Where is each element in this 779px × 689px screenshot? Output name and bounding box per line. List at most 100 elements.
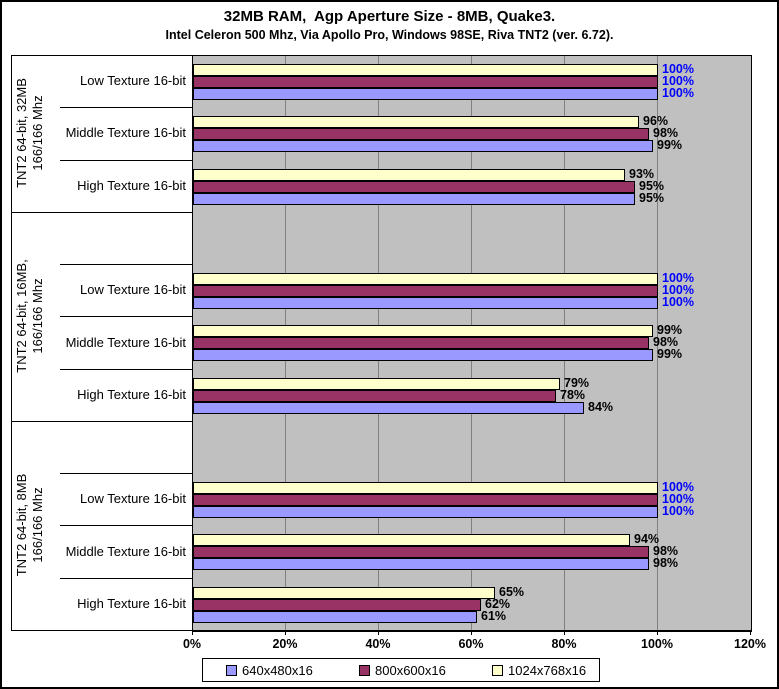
category-label: Middle Texture 16-bit — [65, 543, 186, 559]
axis-tick — [378, 631, 379, 635]
bar-value-label: 84% — [588, 399, 614, 414]
bar-value-label: 100% — [662, 62, 694, 76]
bar-800x600x16 — [193, 598, 481, 611]
group-label: TNT2 64-bit, 32MB 166/166 Mhz — [14, 78, 45, 189]
legend-swatch-640x480-icon — [226, 664, 237, 676]
legend-swatch-1024x768-icon — [492, 664, 503, 676]
bar-1024x768x16 — [193, 325, 653, 338]
bar-value-label: 98% — [653, 544, 679, 559]
bar-800x600x16 — [193, 494, 658, 507]
legend-item: 640x480x16 — [226, 663, 336, 678]
bar-value-label: 79% — [564, 375, 590, 390]
bar-640x480x16 — [193, 88, 658, 100]
legend-label: 800x600x16 — [375, 662, 446, 678]
bar-640x480x16 — [193, 401, 584, 414]
bar-640x480x16 — [193, 140, 653, 153]
bar-value-label: 96% — [643, 114, 669, 129]
bar-value-label: 62% — [485, 596, 511, 611]
bar-value-label: 100% — [662, 492, 694, 507]
bar-1024x768x16 — [193, 64, 658, 76]
bar-value-label: 100% — [662, 283, 694, 298]
bar-value-label: 95% — [639, 178, 665, 193]
category-label: Middle Texture 16-bit — [65, 125, 186, 141]
category-label: High Texture 16-bit — [77, 386, 186, 402]
bar-800x600x16 — [193, 180, 635, 193]
bar-800x600x16 — [193, 389, 556, 402]
category-label: High Texture 16-bit — [77, 177, 186, 193]
legend-swatch-800x600-icon — [359, 664, 370, 676]
bar-1024x768x16 — [193, 116, 639, 129]
category-separator-line — [60, 525, 192, 527]
legend-item: 800x600x16 — [359, 663, 469, 678]
bar-value-label: 98% — [653, 556, 679, 571]
category-label: Low Texture 16-bit — [80, 282, 186, 298]
bar-value-label: 100% — [662, 74, 694, 88]
category-separator-line — [60, 107, 192, 109]
axis-tick — [192, 631, 193, 635]
x-axis-line — [11, 630, 751, 631]
bar-value-label: 100% — [662, 86, 694, 100]
bar-value-label: 93% — [629, 166, 655, 181]
bar-value-label: 94% — [634, 532, 660, 547]
bar-value-label: 99% — [657, 347, 683, 362]
axis-tick — [657, 631, 658, 635]
bar-800x600x16 — [193, 128, 649, 141]
bar-value-label: 99% — [657, 138, 683, 153]
axis-tick-label: 100% — [641, 637, 673, 651]
axis-tick — [471, 631, 472, 635]
bar-640x480x16 — [193, 506, 658, 519]
bar-800x600x16 — [193, 337, 649, 350]
bar-value-label: 100% — [662, 504, 694, 519]
bar-640x480x16 — [193, 349, 653, 362]
bar-value-label: 98% — [653, 126, 679, 141]
axis-tick — [564, 631, 565, 635]
axis-tick — [750, 631, 751, 635]
group-boundary-line — [11, 420, 192, 422]
bar-value-label: 100% — [662, 480, 694, 495]
legend-item: 1024x768x16 — [492, 663, 602, 678]
axis-tick-label: 20% — [272, 637, 298, 651]
bar-1024x768x16 — [193, 534, 630, 547]
category-separator-line — [60, 316, 192, 318]
bar-value-label: 100% — [662, 295, 694, 310]
chart-title: 32MB RAM, Agp Aperture Size - 8MB, Quake… — [223, 8, 556, 25]
legend: 640x480x16 800x600x16 1024x768x16 — [202, 658, 600, 682]
axis-tick-label: 60% — [458, 637, 484, 651]
chart-subtitle: Intel Celeron 500 Mhz, Via Apollo Pro, W… — [165, 28, 614, 42]
bar-value-label: 98% — [653, 335, 679, 350]
axis-tick — [285, 631, 286, 635]
legend-label: 640x480x16 — [242, 662, 313, 678]
bar-1024x768x16 — [193, 586, 495, 599]
bar-value-label: 100% — [662, 271, 694, 286]
bar-value-label: 61% — [481, 608, 507, 623]
legend-label: 1024x768x16 — [508, 662, 587, 678]
bar-640x480x16 — [193, 192, 635, 205]
plot-area: 100% 100% 100% 96% 98% 99% 93% 95% 95% 100% 100% 10… — [192, 55, 752, 632]
bar-640x480x16 — [193, 610, 477, 623]
group-boundary-line — [11, 211, 192, 213]
group-boundary-line — [11, 55, 192, 56]
bar-value-label: 95% — [639, 190, 665, 205]
bar-value-label: 78% — [560, 387, 586, 402]
group-label: TNT2 64-bit, 8MB 166/166 Mhz — [14, 474, 45, 577]
axis-tick-label: 120% — [734, 637, 766, 651]
bar-1024x768x16 — [193, 273, 658, 286]
bar-1024x768x16 — [193, 168, 625, 181]
bar-1024x768x16 — [193, 377, 560, 390]
bar-800x600x16 — [193, 76, 658, 88]
bar-800x600x16 — [193, 546, 649, 559]
gridline — [657, 56, 658, 631]
bar-value-label: 65% — [499, 584, 525, 599]
axis-tick-label: 80% — [551, 637, 577, 651]
bar-800x600x16 — [193, 285, 658, 298]
category-label: Low Texture 16-bit — [80, 73, 186, 89]
axis-tick-label: 0% — [182, 637, 202, 651]
category-separator-line — [60, 577, 192, 579]
category-separator-line — [60, 264, 192, 266]
bar-640x480x16 — [193, 297, 658, 310]
bar-1024x768x16 — [193, 482, 658, 495]
category-separator-line — [60, 368, 192, 370]
bar-640x480x16 — [193, 558, 649, 571]
category-separator-line — [60, 159, 192, 161]
